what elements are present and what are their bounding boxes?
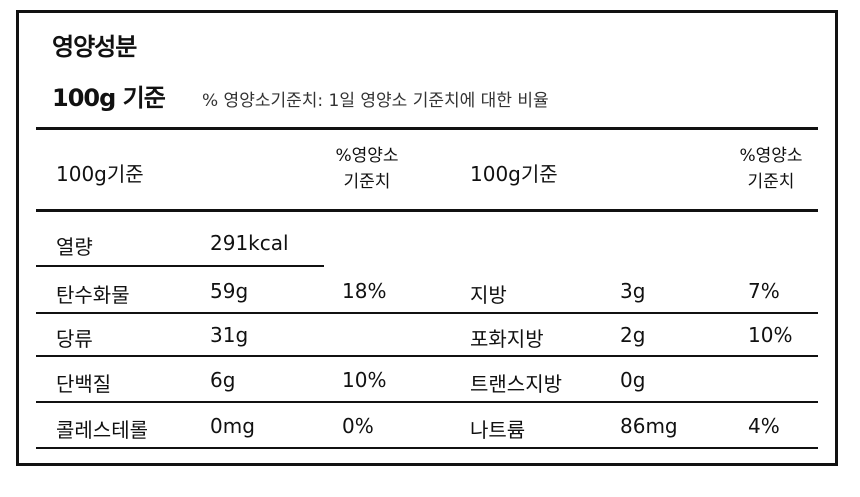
header-top-rule	[36, 127, 818, 130]
right-row-name: 나트륨	[470, 418, 526, 442]
panel-title: 영양성분	[52, 33, 137, 61]
right-row-name: 포화지방	[470, 327, 544, 351]
left-row-name: 콜레스테롤	[56, 418, 148, 442]
left-row-name: 열량	[56, 235, 93, 259]
panel-basis: 100g 기준	[52, 84, 166, 112]
panel-note: % 영양소기준치: 1일 영양소 기준치에 대한 비율	[202, 91, 549, 111]
left-row-name: 당류	[56, 327, 93, 351]
left-row-amount: 31g	[210, 323, 249, 347]
header-left-pct: %영양소 기준치	[322, 143, 412, 195]
left-row-pct: 0%	[342, 414, 374, 438]
row-divider-1	[36, 312, 818, 314]
left-row-amount: 291kcal	[210, 231, 289, 255]
header-left-basis: 100g기준	[56, 162, 144, 186]
right-row-pct: 10%	[748, 323, 793, 347]
header-right-pct-line1: %영양소	[739, 146, 803, 166]
left-row-pct: 10%	[342, 368, 387, 392]
right-row-name: 지방	[470, 283, 507, 307]
nutrition-panel	[16, 10, 838, 466]
left-row-pct: 18%	[342, 279, 387, 303]
header-right-pct: %영양소 기준치	[726, 143, 816, 195]
left-row-amount: 6g	[210, 368, 236, 392]
header-right-basis: 100g기준	[470, 162, 558, 186]
left-row-amount: 0mg	[210, 414, 255, 438]
left-row-name: 단백질	[56, 372, 112, 396]
left-row-name: 탄수화물	[56, 283, 130, 307]
right-row-amount: 86mg	[620, 414, 678, 438]
row-divider-energy	[36, 265, 324, 267]
right-row-amount: 0g	[620, 368, 646, 392]
left-row-amount: 59g	[210, 279, 249, 303]
header-bottom-rule	[36, 209, 818, 212]
right-row-amount: 3g	[620, 279, 646, 303]
right-row-pct: 7%	[748, 279, 780, 303]
header-left-pct-line2: 기준치	[343, 172, 391, 192]
header-left-pct-line1: %영양소	[335, 146, 399, 166]
row-divider-2	[36, 355, 818, 357]
table-bottom-rule	[36, 447, 818, 449]
right-row-amount: 2g	[620, 323, 646, 347]
right-row-name: 트랜스지방	[470, 372, 562, 396]
right-row-pct: 4%	[748, 414, 780, 438]
row-divider-3	[36, 401, 818, 403]
header-right-pct-line2: 기준치	[747, 172, 795, 192]
